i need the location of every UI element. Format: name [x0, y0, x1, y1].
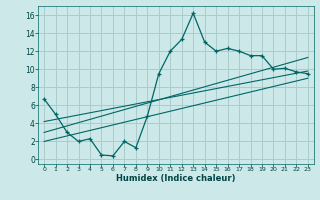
X-axis label: Humidex (Indice chaleur): Humidex (Indice chaleur) [116, 174, 236, 183]
